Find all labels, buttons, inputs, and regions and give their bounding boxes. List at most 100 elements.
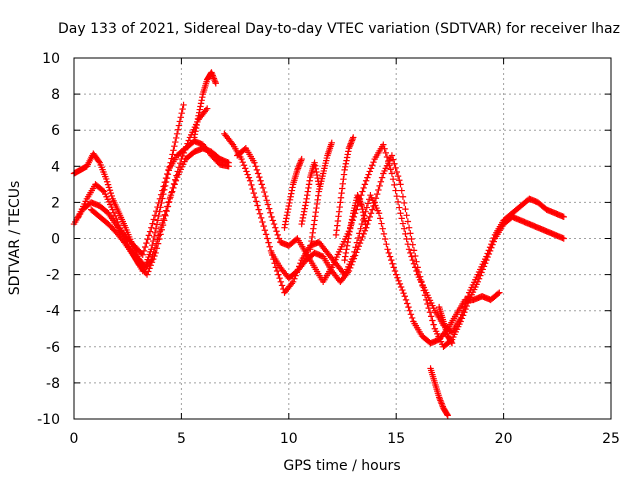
- data-point: [339, 180, 347, 188]
- data-point: [397, 210, 404, 217]
- data-point: [164, 203, 171, 210]
- data-point: [392, 187, 399, 194]
- data-point: [485, 250, 493, 258]
- data-point: [276, 275, 283, 282]
- data-point: [350, 255, 358, 262]
- x-tick-labels: 0 5 10 15 20 25: [70, 431, 620, 447]
- data-point: [257, 177, 264, 184]
- data-point: [168, 188, 176, 195]
- data-point: [343, 154, 351, 161]
- data-point: [139, 251, 146, 258]
- data-point: [348, 261, 355, 269]
- data-point: [172, 138, 179, 146]
- data-point: [281, 221, 289, 228]
- data-point: [393, 168, 401, 176]
- data-point: [248, 181, 255, 189]
- data-point: [350, 134, 357, 141]
- data-point: [346, 225, 354, 232]
- data-point: [243, 168, 250, 175]
- data-point: [335, 213, 342, 220]
- data-point: [361, 215, 368, 222]
- data-point: [196, 106, 204, 113]
- data-point: [302, 199, 310, 206]
- data-point: [343, 157, 350, 164]
- data-point: [103, 178, 111, 185]
- x-tick-label: 25: [602, 431, 620, 447]
- data-point: [373, 190, 381, 198]
- data-point: [259, 184, 267, 192]
- data-point: [194, 118, 201, 126]
- data-point: [408, 235, 415, 243]
- data-point: [171, 181, 178, 188]
- data-point: [255, 206, 262, 213]
- data-point: [393, 193, 401, 200]
- data-point: [264, 201, 272, 208]
- data-point: [167, 159, 174, 166]
- data-point: [494, 290, 502, 297]
- y-tick-label: -4: [46, 304, 60, 320]
- data-point: [419, 282, 426, 290]
- data-point: [461, 309, 468, 316]
- data-point: [299, 217, 306, 225]
- data-point: [371, 199, 378, 206]
- data-point: [282, 218, 289, 225]
- data-point: [383, 153, 391, 161]
- data-point: [307, 246, 314, 253]
- data-point: [265, 205, 273, 212]
- data-point: [344, 238, 351, 246]
- data-point: [165, 199, 172, 206]
- data-point: [365, 171, 372, 178]
- data-point: [402, 296, 410, 304]
- data-point: [390, 264, 397, 271]
- data-point: [261, 188, 268, 196]
- series-track-9: [281, 155, 305, 231]
- data-point: [356, 239, 364, 247]
- data-point: [251, 159, 258, 166]
- data-point: [212, 80, 219, 87]
- data-point: [484, 253, 491, 261]
- data-point: [391, 267, 399, 275]
- data-point: [369, 162, 376, 169]
- data-point: [195, 112, 202, 119]
- data-point: [310, 221, 318, 228]
- x-tick-label: 10: [280, 431, 298, 447]
- data-point: [407, 311, 415, 318]
- data-point: [462, 305, 469, 313]
- data-point: [336, 203, 343, 211]
- data-point: [242, 165, 249, 172]
- data-point: [270, 220, 278, 228]
- data-point: [405, 303, 412, 311]
- data-point: [361, 218, 369, 225]
- data-point: [159, 219, 166, 227]
- data-point: [389, 156, 397, 163]
- data-point: [183, 143, 190, 150]
- data-point: [249, 185, 256, 193]
- data-point: [109, 206, 116, 213]
- data-point: [388, 256, 395, 264]
- data-point: [313, 204, 320, 212]
- series-track-11: [307, 139, 335, 253]
- data-point: [275, 235, 283, 242]
- data-point: [367, 210, 375, 217]
- data-point: [381, 145, 388, 152]
- data-point: [149, 220, 156, 227]
- data-point: [416, 273, 424, 280]
- data-point: [149, 252, 156, 260]
- data-point: [362, 177, 370, 184]
- data-point: [166, 163, 173, 170]
- data-point: [103, 175, 110, 183]
- data-point: [370, 158, 377, 166]
- data-point: [161, 186, 168, 193]
- data-point: [261, 227, 269, 234]
- data-point: [263, 197, 270, 204]
- data-point: [359, 208, 367, 216]
- data-point: [305, 181, 313, 188]
- y-axis-title: SDTVAR / TECUs: [7, 181, 23, 296]
- data-point: [313, 168, 320, 176]
- data-point: [179, 152, 186, 160]
- data-point: [95, 158, 103, 165]
- data-point: [157, 204, 164, 211]
- data-point: [156, 228, 164, 235]
- data-point: [400, 225, 408, 232]
- data-point: [250, 189, 258, 197]
